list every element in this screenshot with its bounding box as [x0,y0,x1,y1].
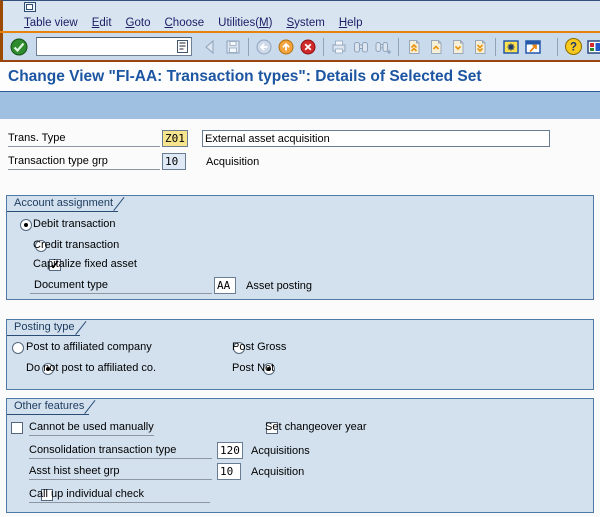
back-triangle-icon[interactable] [200,36,222,58]
exit-icon[interactable] [275,36,297,58]
back-icon[interactable] [253,36,275,58]
save-icon[interactable] [222,36,244,58]
credit-transaction-label[interactable]: Credit transaction [33,239,120,251]
group-other-features-title: Other features [7,399,90,415]
toolbar-separator [495,37,496,56]
post-gross-radio[interactable] [233,342,246,354]
asst-hist-sheet-grp-field[interactable]: 10 [217,463,241,480]
last-page-icon[interactable] [469,36,491,58]
title-bar: Change View "FI-AA: Transaction types": … [0,62,600,92]
system-menu-icon[interactable] [24,2,36,12]
toolbar-separator [248,37,249,56]
customize-layout-icon[interactable] [584,36,600,58]
standard-toolbar: ? [0,33,600,62]
call-up-individual-check-label[interactable]: Call up individual check [29,488,210,503]
main-content: Trans. Type Z01 External asset acquisiti… [0,119,600,517]
post-to-affiliated-radio[interactable] [12,342,24,354]
post-gross-label[interactable]: Post Gross [232,341,287,353]
trans-type-grp-description: Acquisition [206,156,260,168]
first-page-icon[interactable] [403,36,425,58]
capitalize-fixed-asset-label[interactable]: Capitalize fixed asset [33,258,137,270]
application-toolbar [0,92,600,121]
page-title: Change View "FI-AA: Transaction types": … [8,67,482,85]
new-session-icon[interactable] [500,36,522,58]
find-next-icon[interactable] [372,36,394,58]
trans-type-description-field[interactable]: External asset acquisition [202,130,550,147]
cannot-be-used-manually-label[interactable]: Cannot be used manually [29,421,154,436]
post-net-radio[interactable] [263,363,276,375]
next-page-icon[interactable] [447,36,469,58]
do-not-post-affiliated-label[interactable]: Do not post to affiliated co. [26,362,157,374]
command-input[interactable] [37,39,173,54]
trans-type-field[interactable]: Z01 [162,130,188,147]
credit-transaction-radio[interactable] [35,240,48,252]
consolidation-transaction-type-field[interactable]: 120 [217,442,243,459]
svg-text:?: ? [569,42,576,54]
menu-item-choose[interactable]: Choose [164,16,205,29]
trans-type-grp-field[interactable]: 10 [162,153,186,170]
menu-item-table-view[interactable]: Table view [24,16,78,29]
post-net-label[interactable]: Post Net [232,362,275,374]
menu-bar: Table view Edit Goto Choose Utilities(M)… [3,14,600,31]
consolidation-transaction-type-label: Consolidation transaction type [29,444,212,459]
menu-item-utilities[interactable]: Utilities(M) [218,16,273,29]
toolbar-separator [398,37,399,56]
post-to-affiliated-label[interactable]: Post to affiliated company [26,341,152,353]
previous-page-icon[interactable] [425,36,447,58]
help-icon[interactable]: ? [562,36,584,58]
group-account-assignment-title: Account assignment [7,196,119,212]
document-type-label: Document type [30,279,212,294]
toolbar-separator [557,37,558,56]
asst-hist-sheet-grp-label: Asst hist sheet grp [29,465,212,480]
trans-type-grp-label: Transaction type grp [8,155,160,170]
group-posting-type-title: Posting type [7,320,80,336]
accent-divider [0,31,600,33]
debit-transaction-radio[interactable] [20,219,32,231]
menu-item-goto[interactable]: Goto [125,16,151,29]
group-account-assignment: Account assignment Debit transaction Cre… [6,195,594,300]
menu-item-system[interactable]: System [286,16,325,29]
do-not-post-affiliated-radio[interactable] [42,363,55,375]
find-icon[interactable] [350,36,372,58]
set-changeover-year-label[interactable]: Set changeover year [265,421,367,433]
toolbar-separator [323,37,324,56]
trans-type-label: Trans. Type [8,132,160,147]
group-posting-type: Posting type Post to affiliated company … [6,319,594,390]
command-dropdown-icon[interactable] [175,39,190,54]
call-up-individual-check-checkbox[interactable] [41,489,54,501]
document-type-field[interactable]: AA [214,277,236,294]
window-chrome: Table view Edit Goto Choose Utilities(M)… [0,0,600,31]
command-field[interactable] [36,37,192,56]
debit-transaction-label[interactable]: Debit transaction [33,218,116,230]
document-type-description: Asset posting [246,280,313,292]
consolidation-transaction-type-description: Acquisitions [251,445,310,457]
capitalize-fixed-asset-checkbox[interactable] [49,258,62,272]
group-other-features: Other features Cannot be used manually S… [6,398,594,513]
asst-hist-sheet-grp-description: Acquisition [251,466,305,478]
cannot-be-used-manually-checkbox[interactable] [11,422,23,434]
enter-check-icon[interactable] [8,36,30,58]
menu-item-help[interactable]: Help [338,16,363,29]
create-shortcut-icon[interactable] [522,36,544,58]
cancel-icon[interactable] [297,36,319,58]
menu-item-edit[interactable]: Edit [91,16,112,29]
set-changeover-year-checkbox[interactable] [266,422,279,434]
print-icon[interactable] [328,36,350,58]
system-row [3,1,600,14]
